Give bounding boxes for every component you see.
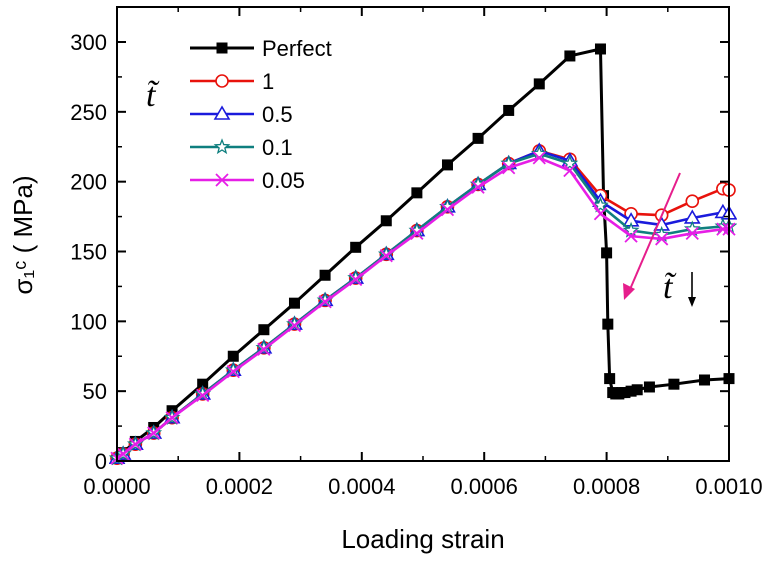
y-tick-label: 250	[70, 100, 107, 125]
annotation-arrowhead	[623, 283, 635, 300]
series-0	[111, 43, 735, 464]
legend-title: t̃	[146, 77, 160, 114]
series-3	[109, 144, 737, 466]
data-point	[197, 378, 209, 390]
data-point	[619, 387, 631, 399]
legend: Perfect 1 0.5 0.1 0.05	[190, 36, 332, 193]
x-tick-label: 0.0006	[451, 474, 518, 499]
legend-label: Perfect	[262, 36, 332, 61]
data-point	[441, 159, 453, 171]
data-point	[410, 226, 424, 240]
legend-label: 0.05	[262, 168, 305, 193]
data-point	[380, 215, 392, 227]
legend-entry: 0.5	[190, 102, 293, 127]
y-tick-label: 0	[95, 449, 107, 474]
series-4	[110, 151, 736, 465]
x-tick-label: 0.0000	[83, 474, 150, 499]
ticks-layer: 0.0000 0.0002 0.0004 0.0006 0.0008 0.0010 0 50 1…	[70, 7, 763, 499]
series-line	[116, 149, 730, 460]
data-point	[625, 385, 637, 397]
data-point	[601, 247, 613, 259]
data-point	[349, 272, 363, 287]
legend-label: 0.1	[262, 135, 293, 160]
data-point	[624, 229, 638, 243]
data-point	[655, 232, 669, 246]
data-point	[226, 364, 240, 379]
data-point	[503, 104, 515, 116]
data-point	[288, 297, 300, 309]
data-point	[440, 202, 455, 217]
legend-swatch-marker	[215, 173, 229, 187]
series-layer	[109, 43, 737, 466]
data-point	[258, 324, 270, 336]
data-point	[685, 194, 700, 209]
legend-entry: Perfect	[190, 36, 332, 61]
legend-swatch-marker	[215, 74, 229, 88]
data-point	[622, 221, 640, 238]
data-point	[631, 384, 643, 396]
data-point	[668, 378, 680, 390]
series-line	[116, 149, 730, 460]
data-point	[699, 374, 711, 386]
data-point	[227, 350, 239, 362]
y-tick-label: 300	[70, 30, 107, 55]
y-tick-label: 100	[70, 309, 107, 334]
annotation-arrow	[627, 172, 681, 295]
data-point	[602, 318, 614, 330]
legend-swatch-marker	[216, 42, 228, 54]
data-point	[128, 437, 142, 451]
data-point	[379, 249, 393, 263]
data-point	[318, 295, 332, 309]
data-point	[594, 43, 606, 55]
data-point	[165, 411, 179, 425]
series-line	[116, 156, 729, 460]
series-line	[116, 152, 729, 460]
x-tick-label: 0.0002	[206, 474, 273, 499]
y-tick-label: 150	[70, 240, 107, 265]
data-point	[257, 342, 271, 356]
data-point	[502, 161, 516, 175]
data-point	[604, 373, 616, 385]
data-point	[147, 426, 161, 440]
legend-entry: 1	[190, 69, 274, 94]
legend-swatch-marker	[213, 138, 231, 155]
data-point	[563, 163, 577, 178]
data-point	[532, 151, 546, 165]
data-point	[287, 318, 302, 333]
series-2	[109, 142, 737, 465]
data-point	[592, 196, 609, 213]
data-point	[685, 226, 699, 240]
y-axis-title: σ₁ᶜ ( MPa)	[8, 175, 38, 294]
data-point	[411, 187, 423, 199]
data-point	[472, 132, 484, 144]
legend-swatch-marker	[213, 105, 231, 120]
legend-label: 1	[262, 69, 274, 94]
data-point	[561, 154, 579, 171]
data-point	[533, 78, 545, 90]
legend-label: 0.5	[262, 102, 293, 127]
x-tick-label: 0.0008	[573, 474, 640, 499]
x-axis-title: Loading strain	[341, 524, 504, 554]
annotation-label: t̃	[663, 269, 677, 306]
x-tick-label: 0.0004	[328, 474, 395, 499]
legend-entry: 0.1	[190, 135, 293, 160]
down-arrowhead	[688, 297, 696, 307]
data-point	[643, 381, 655, 393]
x-tick-label: 0.0010	[695, 474, 762, 499]
data-point	[471, 180, 485, 194]
data-point	[319, 269, 331, 281]
data-point	[350, 241, 362, 253]
data-point	[716, 222, 730, 236]
y-tick-label: 50	[83, 379, 107, 404]
y-tick-label: 200	[70, 170, 107, 195]
data-point	[116, 447, 130, 461]
data-point	[564, 50, 576, 62]
data-point	[196, 388, 210, 402]
legend-entry: 0.05	[190, 168, 305, 193]
data-point	[593, 207, 608, 221]
series-1	[110, 144, 736, 466]
